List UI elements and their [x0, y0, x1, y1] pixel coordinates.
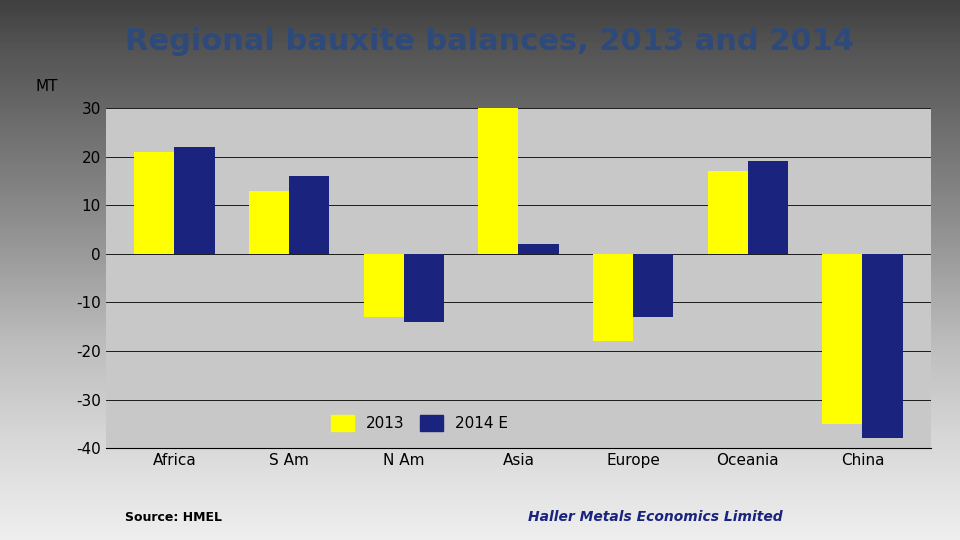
- Legend: 2013, 2014 E: 2013, 2014 E: [324, 409, 514, 437]
- Bar: [708, 171, 748, 254]
- Bar: [175, 147, 214, 254]
- Bar: [823, 254, 862, 424]
- Text: Haller Metals Economics Limited: Haller Metals Economics Limited: [528, 510, 782, 524]
- Bar: [633, 254, 673, 317]
- Bar: [364, 254, 404, 317]
- Text: MT: MT: [36, 79, 58, 94]
- Bar: [478, 108, 518, 254]
- Bar: [518, 244, 559, 254]
- Text: Source: HMEL: Source: HMEL: [125, 511, 222, 524]
- Bar: [249, 191, 289, 254]
- Bar: [593, 254, 633, 341]
- Bar: [404, 254, 444, 322]
- Bar: [748, 161, 788, 254]
- Bar: [134, 152, 175, 254]
- Bar: [289, 176, 329, 254]
- Bar: [862, 254, 902, 438]
- Text: Regional bauxite balances, 2013 and 2014: Regional bauxite balances, 2013 and 2014: [125, 27, 854, 56]
